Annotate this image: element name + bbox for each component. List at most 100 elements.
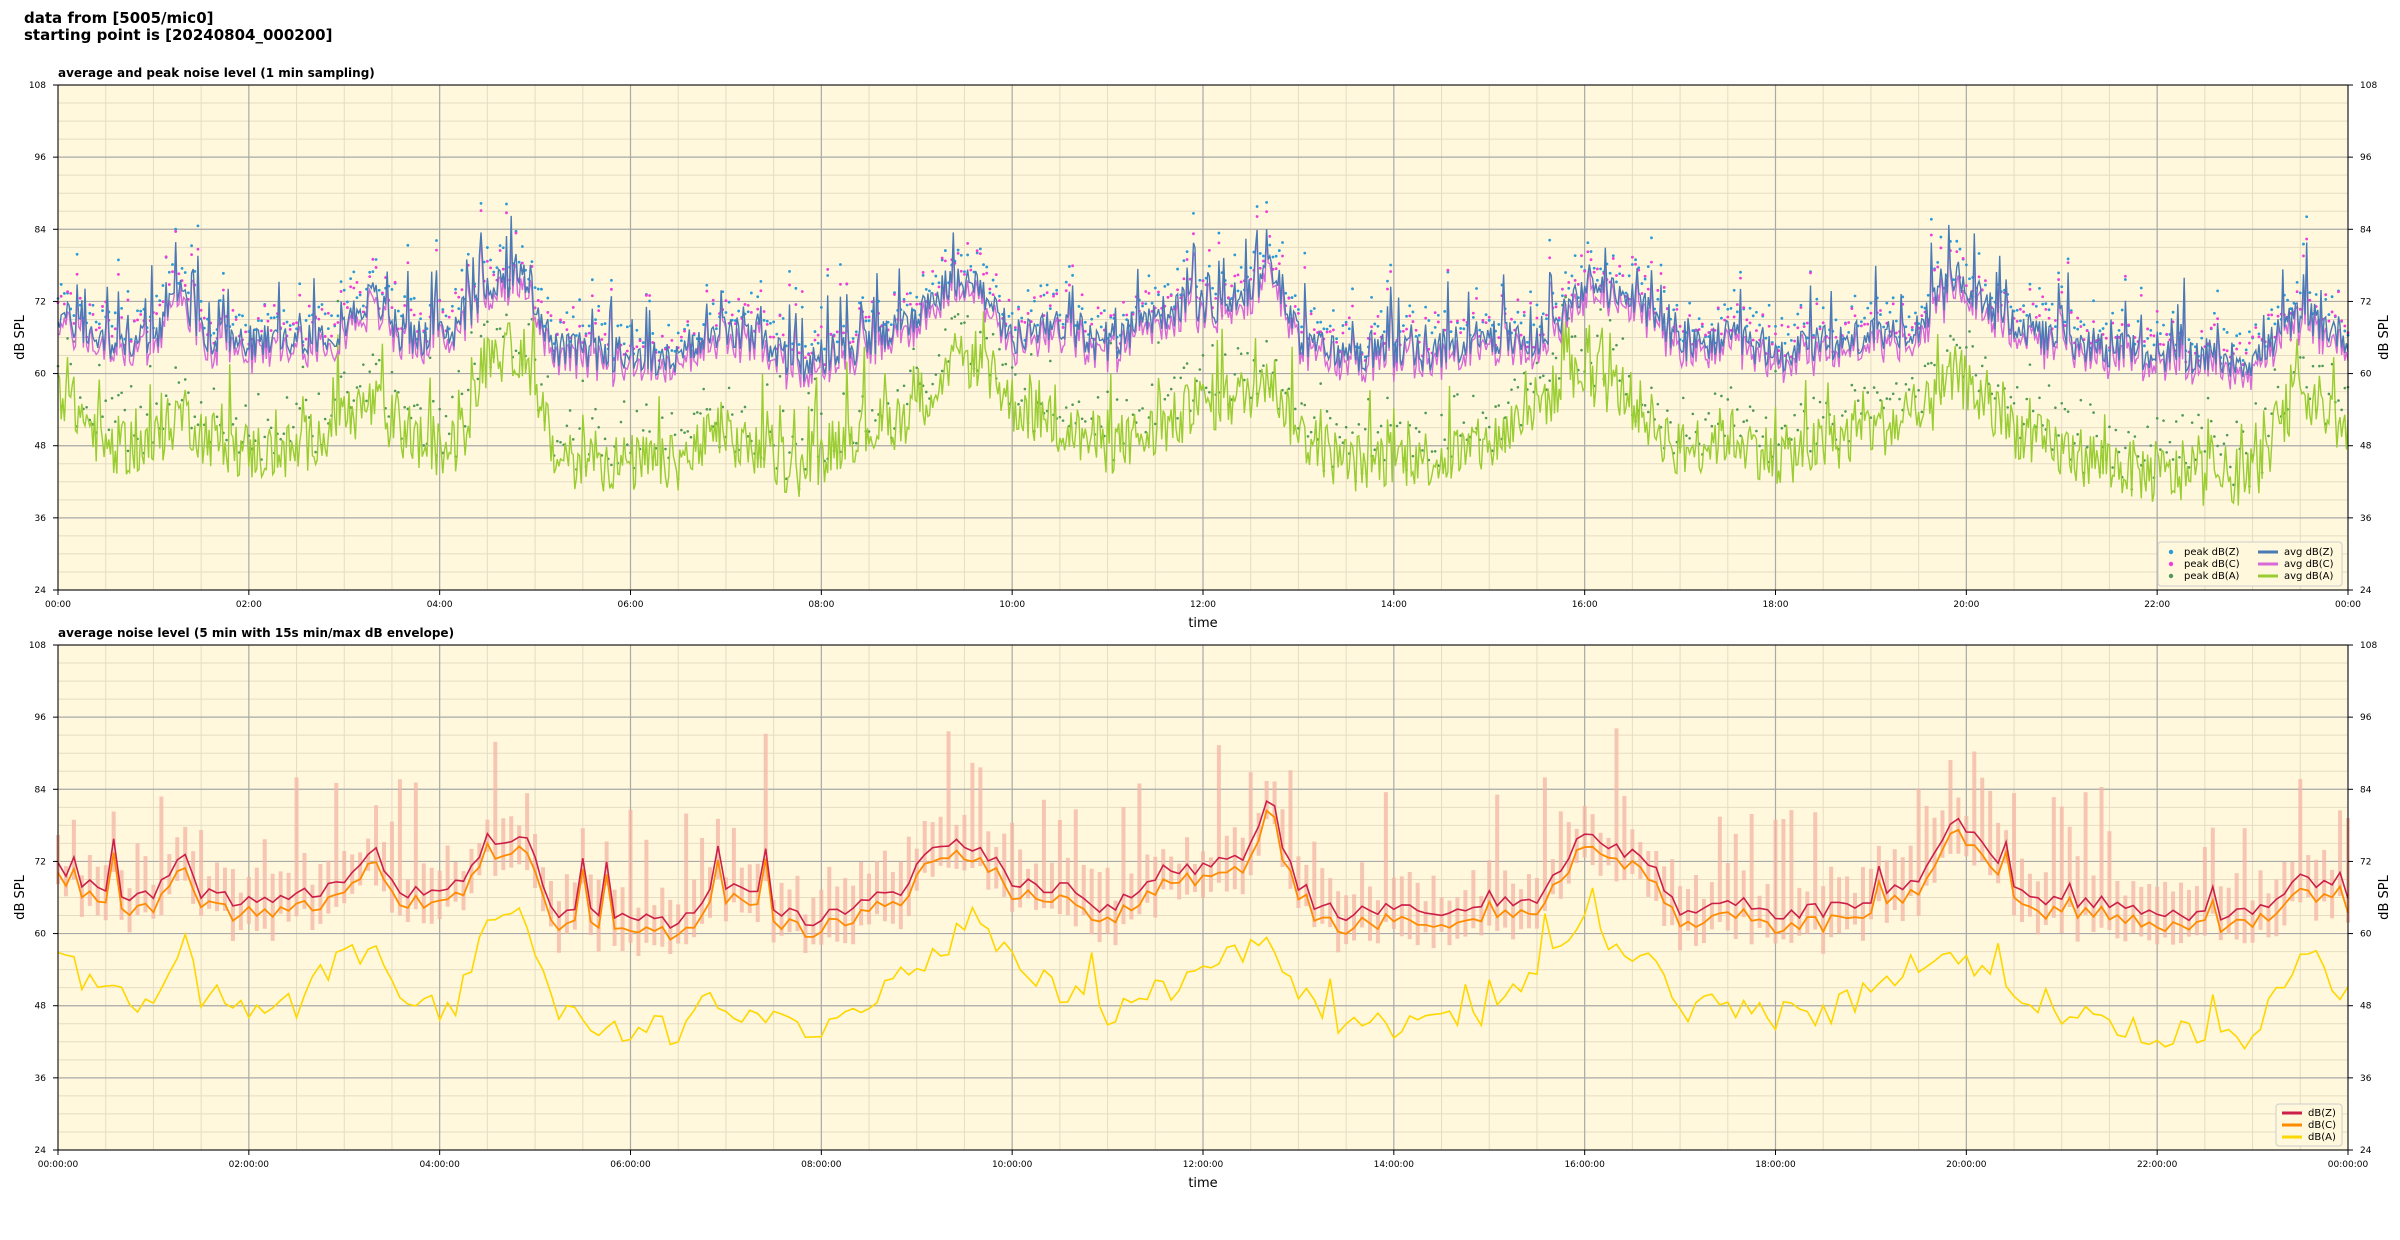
peak-z-point xyxy=(1176,267,1179,271)
peak-z-point xyxy=(342,288,346,292)
peak-a-point xyxy=(2124,446,2127,450)
peak-z-point xyxy=(1790,338,1793,342)
peak-z-point xyxy=(603,322,607,325)
peak-a-point xyxy=(2276,385,2280,389)
peak-c-point xyxy=(765,323,769,326)
peak-c-point xyxy=(1802,325,1806,329)
peak-z-point xyxy=(587,324,591,328)
peak-a-point xyxy=(1115,398,1119,401)
peak-z-point xyxy=(721,290,725,294)
peak-a-point xyxy=(1004,362,1008,366)
peak-a-point xyxy=(991,332,995,336)
peak-a-point xyxy=(1344,425,1348,429)
peak-c-point xyxy=(1561,287,1564,291)
peak-a-point xyxy=(1952,338,1955,341)
peak-c-point xyxy=(1961,256,1965,260)
peak-z-point xyxy=(212,331,216,335)
peak-z-point xyxy=(966,253,970,257)
legend-entry: dB(A) xyxy=(2308,1132,2336,1143)
peak-z-point xyxy=(1786,332,1790,336)
peak-a-point xyxy=(1338,435,1342,439)
peak-a-point xyxy=(950,317,954,320)
peak-c-point xyxy=(2254,326,2258,329)
peak-z-point xyxy=(406,243,410,247)
peak-c-point xyxy=(1017,307,1020,311)
peak-z-point xyxy=(2117,328,2121,332)
peak-z-point xyxy=(444,314,448,318)
peak-a-point xyxy=(683,431,686,434)
peak-z-point xyxy=(466,252,470,256)
peak-a-point xyxy=(2174,420,2178,423)
peak-z-point xyxy=(2216,289,2219,293)
peak-z-point xyxy=(1052,292,1055,296)
peak-a-point xyxy=(2181,414,2184,417)
peak-c-point xyxy=(1277,262,1281,266)
peak-z-point xyxy=(1964,263,1968,267)
peak-c-point xyxy=(743,302,747,306)
peak-c-point xyxy=(2251,335,2254,339)
peak-c-point xyxy=(317,317,321,321)
peak-c-point xyxy=(1481,318,1485,322)
peak-a-point xyxy=(1650,386,1653,390)
y-tick-label-right: 108 xyxy=(2360,81,2377,91)
peak-c-point xyxy=(2139,293,2143,297)
peak-z-point xyxy=(1258,252,1262,255)
peak-z-point xyxy=(2257,332,2261,336)
peak-z-point xyxy=(1099,325,1103,329)
peak-a-point xyxy=(479,334,483,338)
peak-c-point xyxy=(1048,304,1052,308)
peak-z-point xyxy=(676,331,680,335)
peak-z-point xyxy=(59,283,63,286)
peak-c-point xyxy=(1007,298,1011,302)
y-axis-label: dB SPL xyxy=(13,314,28,359)
peak-z-point xyxy=(1427,319,1431,322)
peak-a-point xyxy=(1510,388,1513,391)
peak-z-point xyxy=(1726,307,1730,311)
peak-c-point xyxy=(562,321,566,324)
peak-c-point xyxy=(645,293,648,297)
peak-c-point xyxy=(1933,268,1936,272)
peak-c-point xyxy=(333,323,337,326)
peak-a-point xyxy=(1898,397,1901,401)
peak-c-point xyxy=(2031,302,2035,306)
peak-a-point xyxy=(377,358,381,362)
peak-c-point xyxy=(1586,250,1590,254)
peak-c-point xyxy=(97,326,101,330)
peak-c-point xyxy=(2222,348,2226,352)
peak-a-point xyxy=(1274,358,1278,362)
peak-z-point xyxy=(2139,286,2143,290)
peak-z-point xyxy=(651,332,655,335)
peak-c-point xyxy=(304,337,308,341)
peak-c-point xyxy=(1227,296,1230,300)
peak-a-point xyxy=(998,347,1001,351)
peak-z-point xyxy=(1866,306,1870,310)
peak-c-point xyxy=(406,261,410,265)
peak-z-point xyxy=(1599,267,1602,271)
peak-a-point xyxy=(1077,400,1081,404)
peak-z-point xyxy=(1952,278,1956,281)
peak-z-point xyxy=(1033,299,1036,303)
peak-z-point xyxy=(1386,279,1389,283)
peak-z-point xyxy=(1010,312,1014,315)
peak-z-point xyxy=(1083,320,1087,324)
peak-a-point xyxy=(953,315,957,318)
peak-z-point xyxy=(2053,325,2057,328)
peak-a-point xyxy=(730,413,734,416)
peak-z-point xyxy=(889,323,893,326)
peak-c-point xyxy=(75,272,79,276)
peak-z-point xyxy=(1812,334,1816,337)
peak-z-point xyxy=(1328,324,1332,328)
legend-entry: avg dB(Z) xyxy=(2284,547,2334,558)
peak-a-point xyxy=(1363,427,1367,431)
peak-c-point xyxy=(256,317,260,320)
peak-z-point xyxy=(2308,291,2312,295)
peak-a-point xyxy=(1166,393,1170,397)
peak-z-point xyxy=(174,227,178,231)
peak-c-point xyxy=(2085,329,2089,333)
y-tick-label-left: 24 xyxy=(35,586,47,596)
peak-c-point xyxy=(1646,287,1650,291)
peak-a-point xyxy=(931,382,934,386)
y-tick-label-left: 96 xyxy=(35,713,47,723)
peak-z-point xyxy=(749,291,753,295)
peak-a-point xyxy=(886,402,890,405)
